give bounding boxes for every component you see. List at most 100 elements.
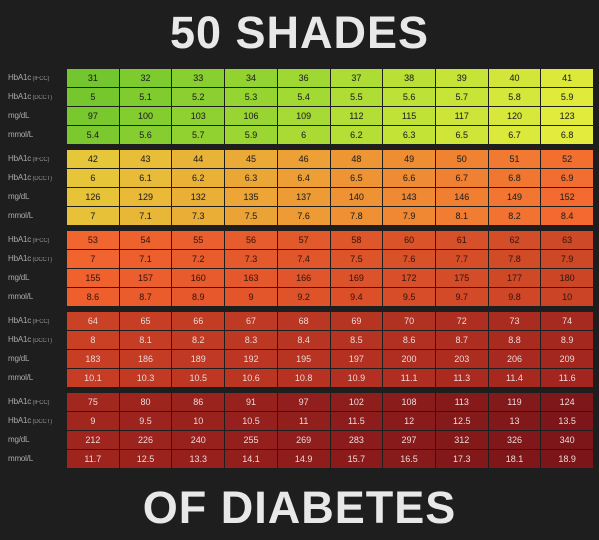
cell: 143 (383, 188, 435, 206)
cell: 7.9 (541, 250, 593, 268)
cell: 7.8 (331, 207, 383, 225)
cell: 106 (225, 107, 277, 125)
cell: 7.1 (120, 250, 172, 268)
cell: 58 (331, 231, 383, 249)
cell: 5.9 (541, 88, 593, 106)
cell: 80 (120, 393, 172, 411)
cell: 192 (225, 350, 277, 368)
table-row: HbA1c (DCCT)66.16.26.36.46.56.66.76.86.9 (6, 169, 593, 187)
cell: 5 (67, 88, 119, 106)
cell: 212 (67, 431, 119, 449)
cell: 7.7 (436, 250, 488, 268)
cell: 10.3 (120, 369, 172, 387)
cell: 7.8 (489, 250, 541, 268)
cell: 6.7 (436, 169, 488, 187)
cell: 49 (383, 150, 435, 168)
cell: 11.4 (489, 369, 541, 387)
cell: 5.3 (225, 88, 277, 106)
cell: 172 (383, 269, 435, 287)
cell: 5.4 (67, 126, 119, 144)
row-label: mmol/L (6, 126, 66, 144)
cell: 51 (489, 150, 541, 168)
cell: 100 (120, 107, 172, 125)
table-row: HbA1c (IFCC)64656667686970727374 (6, 312, 593, 330)
cell: 38 (383, 69, 435, 87)
cell: 11.7 (67, 450, 119, 468)
cell: 163 (225, 269, 277, 287)
cell: 113 (436, 393, 488, 411)
table-row: mg/dL212226240255269283297312326340 (6, 431, 593, 449)
cell: 180 (541, 269, 593, 287)
cell: 132 (172, 188, 224, 206)
cell: 5.8 (489, 88, 541, 106)
cell: 11 (278, 412, 330, 430)
row-label: HbA1c (IFCC) (6, 312, 66, 330)
cell: 67 (225, 312, 277, 330)
cell: 8.1 (436, 207, 488, 225)
row-label: HbA1c (DCCT) (6, 169, 66, 187)
cell: 175 (436, 269, 488, 287)
table-row: HbA1c (IFCC)53545556575860616263 (6, 231, 593, 249)
table-row: mmol/L11.712.513.314.114.915.716.517.318… (6, 450, 593, 468)
cell: 8.7 (120, 288, 172, 306)
cell: 33 (172, 69, 224, 87)
cell: 197 (331, 350, 383, 368)
cell: 14.1 (225, 450, 277, 468)
cell: 63 (541, 231, 593, 249)
cell: 5.9 (225, 126, 277, 144)
cell: 75 (67, 393, 119, 411)
table-row: HbA1c (DCCT)77.17.27.37.47.57.67.77.87.9 (6, 250, 593, 268)
cell: 206 (489, 350, 541, 368)
cell: 10 (541, 288, 593, 306)
cell: 200 (383, 350, 435, 368)
row-label: HbA1c (DCCT) (6, 331, 66, 349)
row-label: mmol/L (6, 369, 66, 387)
row-label: mmol/L (6, 288, 66, 306)
cell: 45 (225, 150, 277, 168)
cell: 115 (383, 107, 435, 125)
cell: 13 (489, 412, 541, 430)
cell: 11.6 (541, 369, 593, 387)
cell: 46 (278, 150, 330, 168)
cell: 32 (120, 69, 172, 87)
cell: 8.5 (331, 331, 383, 349)
cell: 41 (541, 69, 593, 87)
cell: 6.2 (172, 169, 224, 187)
block-4: HbA1c (IFCC)7580869197102108113119124HbA… (6, 393, 593, 468)
cell: 10.9 (331, 369, 383, 387)
row-label: mmol/L (6, 207, 66, 225)
cell: 6.3 (383, 126, 435, 144)
cell: 269 (278, 431, 330, 449)
cell: 11.3 (436, 369, 488, 387)
table-row: HbA1c (IFCC)7580869197102108113119124 (6, 393, 593, 411)
cell: 15.7 (331, 450, 383, 468)
cell: 7 (67, 250, 119, 268)
cell: 74 (541, 312, 593, 330)
cell: 7.5 (225, 207, 277, 225)
cell: 8.6 (383, 331, 435, 349)
cell: 14.9 (278, 450, 330, 468)
cell: 8.3 (225, 331, 277, 349)
cell: 8.9 (172, 288, 224, 306)
table-row: mg/dL97100103106109112115117120123 (6, 107, 593, 125)
cell: 62 (489, 231, 541, 249)
cell: 7.9 (383, 207, 435, 225)
cell: 9 (67, 412, 119, 430)
cell: 7.2 (172, 250, 224, 268)
cell: 6.2 (331, 126, 383, 144)
cell: 12.5 (436, 412, 488, 430)
cell: 226 (120, 431, 172, 449)
cell: 68 (278, 312, 330, 330)
cell: 36 (278, 69, 330, 87)
row-label: mg/dL (6, 350, 66, 368)
cell: 8 (67, 331, 119, 349)
cell: 9.5 (120, 412, 172, 430)
cell: 103 (172, 107, 224, 125)
cell: 8.6 (67, 288, 119, 306)
cell: 53 (67, 231, 119, 249)
row-label: mg/dL (6, 431, 66, 449)
cell: 177 (489, 269, 541, 287)
block-3: HbA1c (IFCC)64656667686970727374HbA1c (D… (6, 312, 593, 387)
cell: 5.5 (331, 88, 383, 106)
cell: 13.5 (541, 412, 593, 430)
